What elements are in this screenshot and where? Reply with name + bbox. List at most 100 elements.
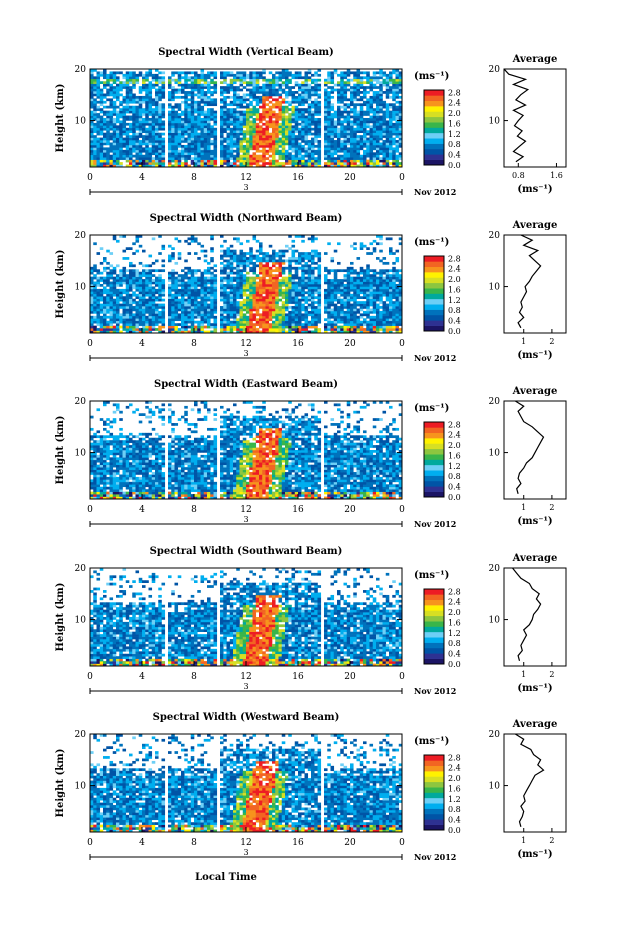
- heatmap-cell: [324, 144, 328, 148]
- heatmap-cell: [197, 137, 201, 141]
- heatmap-cell: [125, 122, 130, 126]
- heatmap-cell: [184, 108, 188, 111]
- heatmap-cell: [135, 330, 140, 334]
- heatmap-cell: [213, 120, 218, 124]
- heatmap-cell: [291, 239, 296, 243]
- heatmap-cell: [99, 122, 104, 126]
- heatmap-cell: [135, 105, 140, 109]
- heatmap-cell: [311, 110, 315, 114]
- heatmap-cell: [203, 303, 208, 307]
- heatmap-cell: [369, 88, 374, 92]
- heatmap-cell: [138, 159, 143, 163]
- heatmap-cell: [99, 125, 104, 129]
- colorbar-segment: [424, 143, 444, 150]
- heatmap-cell: [119, 284, 123, 287]
- heatmap-cell: [324, 157, 328, 160]
- heatmap-cell: [96, 81, 101, 84]
- heatmap-cell: [242, 261, 247, 265]
- heatmap-cell: [278, 113, 283, 116]
- heatmap-cell: [249, 291, 253, 295]
- heatmap-cell: [324, 135, 328, 138]
- heatmap-cell: [158, 281, 162, 285]
- heatmap-cell: [223, 239, 227, 243]
- heatmap-cell: [311, 86, 315, 89]
- heatmap-cell: [145, 318, 149, 322]
- heatmap-cell: [255, 125, 260, 129]
- heatmap-cell: [145, 276, 149, 280]
- heatmap-cell: [145, 78, 149, 82]
- heatmap-cell: [382, 162, 387, 165]
- heatmap-cell: [255, 73, 260, 77]
- heatmap-cell: [265, 328, 270, 331]
- heatmap-cell: [200, 137, 205, 141]
- heatmap-cell: [129, 110, 133, 114]
- heatmap-cell: [184, 83, 188, 87]
- heatmap-cell: [112, 288, 117, 292]
- heatmap-cell: [103, 306, 107, 309]
- heatmap-cell: [119, 122, 123, 126]
- heatmap-cell: [333, 120, 338, 124]
- heatmap-cell: [145, 110, 149, 114]
- heatmap-cell: [132, 313, 136, 317]
- heatmap-cell: [298, 328, 302, 331]
- heatmap-cell: [161, 108, 166, 111]
- heatmap-cell: [190, 98, 195, 102]
- heatmap-cell: [197, 152, 201, 156]
- heatmap-cell: [255, 103, 260, 107]
- heatmap-cell: [187, 330, 192, 334]
- heatmap-cell: [259, 320, 263, 324]
- heatmap-cell: [151, 323, 156, 326]
- heatmap-cell: [187, 310, 192, 314]
- heatmap-cell: [249, 115, 253, 119]
- heatmap-cell: [281, 147, 286, 151]
- heatmap-cell: [207, 152, 211, 156]
- heatmap-cell: [395, 122, 400, 126]
- heatmap-cell: [200, 118, 205, 121]
- heatmap-cell: [259, 247, 263, 250]
- heatmap-cell: [203, 154, 208, 158]
- heatmap-cell: [129, 310, 133, 314]
- heatmap-cell: [112, 315, 117, 319]
- heatmap-cell: [171, 149, 175, 153]
- heatmap-cell: [249, 120, 253, 124]
- heatmap-cell: [187, 110, 192, 114]
- heatmap-cell: [203, 130, 208, 133]
- heatmap-cell: [109, 86, 114, 89]
- heatmap-cell: [246, 271, 250, 275]
- heatmap-cell: [236, 237, 240, 241]
- heatmap-cell: [311, 88, 315, 92]
- heatmap-cell: [252, 318, 257, 322]
- heatmap-cell: [112, 91, 117, 94]
- heatmap-cell: [294, 284, 299, 287]
- heatmap-cell: [324, 103, 328, 107]
- heatmap-cell: [103, 86, 107, 89]
- heatmap-cell: [210, 249, 214, 253]
- heatmap-cell: [145, 274, 149, 277]
- heatmap-cell: [194, 127, 198, 131]
- heatmap-cell: [268, 100, 273, 104]
- heatmap-cell: [171, 276, 175, 280]
- heatmap-cell: [242, 301, 247, 304]
- heatmap-cell: [148, 135, 153, 138]
- heatmap-cell: [93, 140, 97, 143]
- heatmap-cell: [359, 110, 364, 114]
- heatmap-cell: [106, 301, 110, 304]
- heatmap-cell: [304, 296, 309, 299]
- heatmap-cell: [242, 252, 247, 255]
- heatmap-cell: [294, 76, 299, 80]
- heatmap-cell: [138, 284, 143, 287]
- heatmap-cell: [116, 293, 120, 297]
- heatmap-cell: [275, 306, 279, 309]
- heatmap-cell: [382, 130, 387, 133]
- heatmap-cell: [96, 330, 101, 334]
- heatmap-cell: [291, 144, 296, 148]
- heatmap-cell: [132, 110, 136, 114]
- heatmap-cell: [294, 105, 299, 109]
- heatmap-cell: [353, 142, 357, 146]
- heatmap-cell: [99, 152, 104, 156]
- heatmap-cell: [294, 142, 299, 146]
- heatmap-cell: [187, 281, 192, 285]
- heatmap-cell: [366, 120, 370, 124]
- heatmap-cell: [311, 113, 315, 116]
- heatmap-cell: [90, 164, 94, 168]
